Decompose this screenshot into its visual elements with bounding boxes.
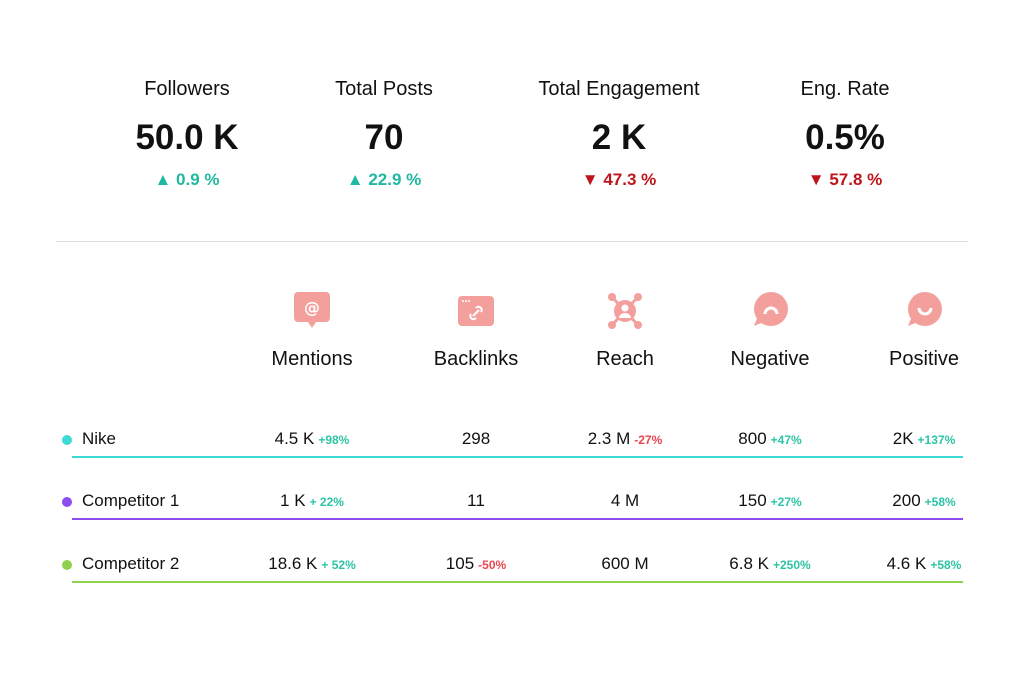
- row-underline: [72, 456, 963, 458]
- cell-value: 4.6 K: [886, 554, 927, 573]
- table-cell: 4 M: [535, 491, 715, 511]
- kpi-value: 0.5%: [805, 118, 885, 157]
- cell-delta: +250%: [773, 558, 811, 572]
- kpi-label: Eng. Rate: [800, 78, 890, 100]
- cell-value: 6.8 K: [729, 554, 769, 573]
- row-underline: [72, 518, 963, 520]
- row-name: Nike: [82, 429, 117, 448]
- triangle-up-icon: ▲: [154, 170, 172, 189]
- cell-delta: +137%: [917, 433, 956, 447]
- table-cell: 2.3 M -27%: [535, 429, 715, 449]
- cell-value: 4 M: [610, 491, 640, 510]
- cell-value: 200: [892, 491, 921, 510]
- table-cell: 298: [386, 429, 566, 449]
- cell-value: 1 K: [280, 491, 306, 510]
- cell-value: 2.3 M: [587, 429, 631, 448]
- row-name: Competitor 2: [82, 554, 180, 573]
- triangle-down-icon: ▼: [581, 170, 599, 189]
- svg-text:@: @: [304, 298, 320, 317]
- column-header: Positive: [888, 348, 960, 370]
- table-cell: 1 K + 22%: [222, 491, 402, 511]
- cell-value: 298: [461, 429, 491, 448]
- table-cell: 4.5 K +98%: [222, 429, 402, 449]
- cell-delta: +27%: [770, 495, 802, 509]
- mention-bubble-icon: @: [294, 292, 330, 330]
- triangle-down-icon: ▼: [807, 170, 825, 189]
- cell-value: 18.6 K: [268, 554, 318, 573]
- kpi-change: ▼ 57.8 %: [735, 170, 955, 190]
- table-cell: 6.8 K +250%: [680, 554, 860, 574]
- table-cell: 2K +137%: [834, 429, 1014, 449]
- cell-value: 150: [738, 491, 767, 510]
- table-cell: 800 +47%: [680, 429, 860, 449]
- column-header: Backlinks: [433, 348, 519, 370]
- column-header: Mentions: [271, 348, 353, 370]
- cell-delta: +58%: [924, 495, 956, 509]
- kpi-value: 50.0 K: [135, 118, 239, 157]
- cell-value: 2K: [892, 429, 914, 448]
- divider: [56, 241, 968, 242]
- cell-delta: +47%: [770, 433, 802, 447]
- table-cell: 4.6 K +58%: [834, 554, 1014, 574]
- cell-value: 105: [445, 554, 475, 573]
- network-person-icon: [607, 292, 643, 330]
- series-dot: [62, 560, 72, 570]
- triangle-up-icon: ▲: [346, 170, 364, 189]
- row-underline: [72, 581, 963, 583]
- sad-face-bubble-icon: [752, 292, 788, 330]
- cell-value: 600 M: [601, 554, 649, 573]
- happy-face-bubble-icon: [906, 292, 942, 330]
- cell-delta: + 52%: [321, 558, 356, 572]
- cell-delta: -50%: [478, 558, 507, 572]
- cell-delta: +58%: [930, 558, 962, 572]
- table-cell: 105 -50%: [386, 554, 566, 574]
- cell-delta: +98%: [318, 433, 350, 447]
- column-header: Reach: [596, 348, 654, 370]
- kpi-label: Total Engagement: [538, 78, 700, 100]
- kpi-label: Total Posts: [335, 78, 433, 100]
- kpi-change-value: 47.3 %: [603, 170, 657, 189]
- cell-delta: + 22%: [309, 495, 344, 509]
- column-header: Negative: [730, 348, 810, 370]
- kpi-value: 2 K: [591, 118, 647, 157]
- kpi-label: Followers: [144, 78, 230, 100]
- series-dot: [62, 497, 72, 507]
- series-dot: [62, 435, 72, 445]
- kpi-change-value: 57.8 %: [829, 170, 883, 189]
- cell-value: 800: [738, 429, 767, 448]
- kpi-change-value: 0.9 %: [176, 170, 220, 189]
- row-name: Competitor 1: [82, 491, 180, 510]
- table-cell: 600 M: [535, 554, 715, 574]
- kpi-change: ▲ 22.9 %: [274, 170, 494, 190]
- cell-value: 11: [467, 491, 485, 510]
- kpi-value: 70: [364, 118, 404, 157]
- table-cell: 150 +27%: [680, 491, 860, 511]
- cell-delta: -27%: [634, 433, 663, 447]
- kpi-change-value: 22.9 %: [368, 170, 422, 189]
- table-cell: 18.6 K + 52%: [222, 554, 402, 574]
- kpi-change: ▼ 47.3 %: [509, 170, 729, 190]
- table-cell: 200 +58%: [834, 491, 1014, 511]
- table-cell: 11: [386, 491, 566, 511]
- cell-value: 4.5 K: [274, 429, 315, 448]
- kpi-change: ▲ 0.9 %: [77, 170, 297, 190]
- link-window-icon: [458, 292, 494, 330]
